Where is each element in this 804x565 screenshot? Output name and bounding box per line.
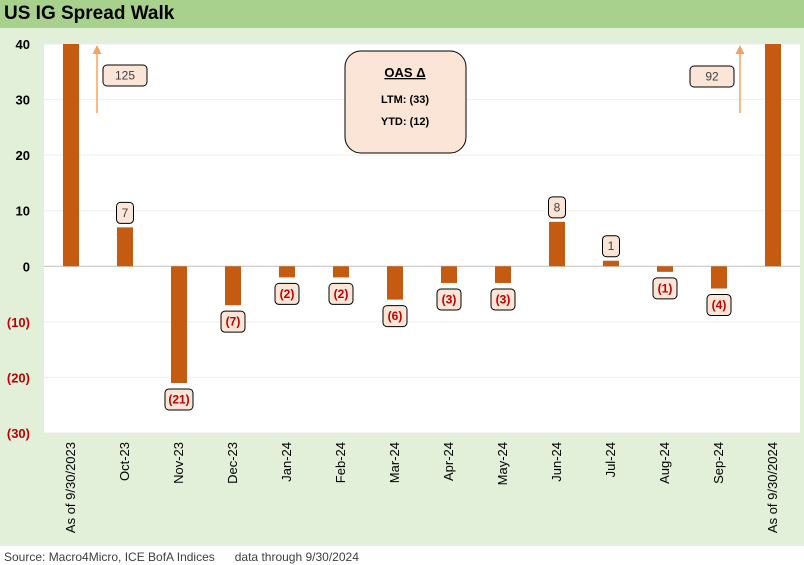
data-label: (4) (706, 294, 732, 317)
x-tick-label: Dec-23 (225, 442, 240, 484)
data-label-text: 1 (608, 239, 615, 253)
data-label-box (689, 65, 735, 88)
data-label: (3) (490, 288, 516, 311)
x-tick-label: As of 9/30/2024 (765, 442, 780, 533)
x-tick-label: As of 9/30/2023 (63, 442, 78, 533)
y-tick-label: 0 (23, 259, 30, 274)
data-label-box (548, 196, 566, 219)
data-label: (7) (220, 310, 246, 333)
data-label: 8 (548, 196, 566, 219)
x-tick-label: Jun-24 (549, 442, 564, 482)
data-label: (1) (652, 277, 678, 300)
data-label-text: (4) (712, 298, 727, 312)
data-label: (2) (274, 282, 300, 305)
bar-may-24 (495, 266, 511, 283)
data-label-box (102, 64, 148, 87)
x-tick-label: Jul-24 (603, 442, 618, 477)
x-tick-label: Aug-24 (657, 442, 672, 484)
bar-jan-24 (279, 266, 295, 278)
oas-callout-ytd: YTD: (12) (381, 116, 430, 128)
y-tick-label: (30) (7, 426, 30, 441)
oas-callout-title: OAS Δ (384, 65, 425, 80)
title-bar: US IG Spread Walk (0, 0, 804, 28)
data-label-box (164, 388, 194, 411)
data-label: (3) (436, 288, 462, 311)
bar-aug-24 (657, 266, 673, 272)
bar-jun-24 (549, 221, 565, 267)
data-label-text: 8 (554, 200, 561, 214)
data-label: 7 (116, 201, 134, 224)
data-label-box (652, 277, 678, 300)
x-tick-label: Mar-24 (387, 442, 402, 483)
data-label-text: 7 (122, 206, 129, 220)
y-tick-label: 20 (16, 148, 30, 163)
x-tick-label: Sep-24 (711, 442, 726, 484)
chart-title: US IG Spread Walk (4, 3, 175, 24)
data-label: 92 (689, 65, 735, 88)
x-tick-label: Jan-24 (279, 442, 294, 482)
data-label-text: (3) (496, 292, 511, 306)
data-label-box (436, 288, 462, 311)
data-label-box (116, 201, 134, 224)
bar-nov-23 (171, 266, 187, 383)
data-label-text: (3) (442, 292, 457, 306)
bar-oct-23 (117, 227, 133, 267)
y-tick-label: 10 (16, 204, 30, 219)
y-tick-label: (20) (7, 370, 30, 385)
data-label: 125 (102, 64, 148, 87)
data-label: 1 (602, 235, 620, 258)
data-label-text: 92 (705, 70, 719, 84)
x-tick-label: May-24 (495, 442, 510, 485)
bar-feb-24 (333, 266, 349, 278)
x-tick-label: Nov-23 (171, 442, 186, 484)
data-label: (6) (382, 305, 408, 328)
data-label-box (220, 310, 246, 333)
overflow-arrow-head (92, 45, 102, 54)
data-label-box (706, 294, 732, 317)
data-label-text: (7) (226, 315, 241, 329)
data-label: (21) (164, 388, 194, 411)
data-label-box (382, 305, 408, 328)
oas-callout-box (344, 50, 467, 154)
data-label-text: (1) (658, 281, 673, 295)
bar-apr-24 (441, 266, 457, 283)
data-label-box (490, 288, 516, 311)
data-label-text: (21) (168, 392, 189, 406)
y-tick-label: (10) (7, 315, 30, 330)
x-tick-label: Feb-24 (333, 442, 348, 483)
data-label-text: (6) (388, 309, 403, 323)
x-tick-label: Apr-24 (441, 442, 456, 481)
data-label-box (328, 282, 354, 305)
data-label-box (602, 235, 620, 258)
oas-callout-ltm: LTM: (33) (381, 94, 429, 106)
oas-callout: OAS Δ LTM: (33) YTD: (12) (344, 50, 467, 154)
bar-as-of-9-30-2023 (63, 44, 79, 267)
data-label-text: (2) (334, 287, 349, 301)
source-note: Source: Macro4Micro, ICE BofA Indices da… (4, 550, 359, 564)
bar-dec-23 (225, 266, 241, 306)
data-label-box (274, 282, 300, 305)
data-label: (2) (328, 282, 354, 305)
bar-mar-24 (387, 266, 403, 300)
y-tick-label: 30 (16, 93, 30, 108)
data-label-text: 125 (115, 69, 135, 83)
bar-sep-24 (711, 266, 727, 289)
bar-as-of-9-30-2024 (765, 44, 781, 267)
x-tick-label: Oct-23 (117, 442, 132, 481)
data-label-text: (2) (280, 287, 295, 301)
y-tick-label: 40 (16, 37, 30, 52)
bar-jul-24 (603, 260, 619, 267)
overflow-arrow-head (735, 45, 745, 54)
